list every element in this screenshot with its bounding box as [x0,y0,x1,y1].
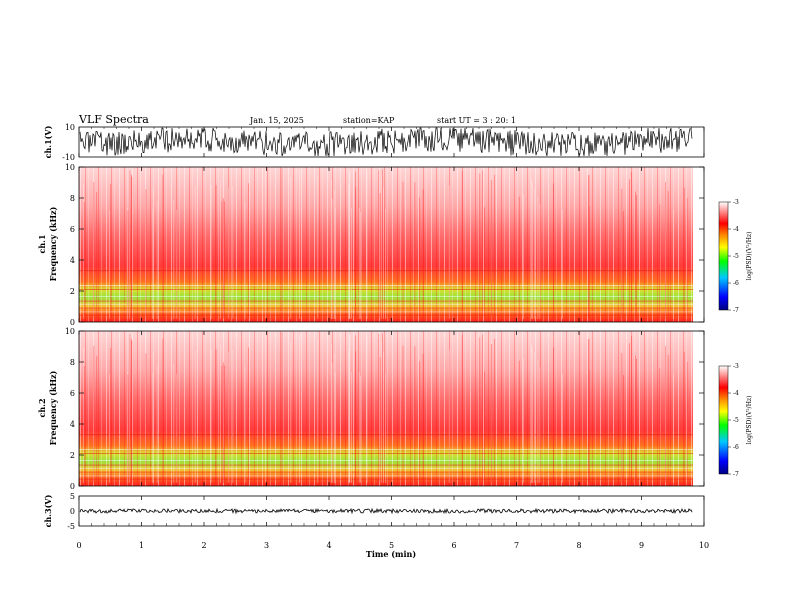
ch1-v-tick-bottom: -10 [62,153,75,162]
figure-title: VLF Spectra [78,113,149,126]
header-start-time: start UT = 3 : 20: 1 [437,116,516,125]
ch1-colorbar-label: log(PSD)(V²/Hz) [746,232,753,281]
ch1-waveform-frame [78,126,705,158]
freq-tick-label-2: 2 [70,287,75,296]
ch2-spectrogram-streaks [79,331,693,486]
ch1-colorbar [718,201,729,311]
freq-tick-label-4: 4 [70,256,75,265]
header-date: Jan. 15, 2025 [249,116,304,125]
x-tick-label-10: 10 [699,541,709,550]
colorbar-tick-label--5: -5 [733,417,739,424]
x-tick-label-1: 1 [139,541,144,550]
panel-ch1-waveform: 10 -10 ch.1(V) [43,123,705,162]
ch2-freq-ticks: 0 2 4 6 8 10 [65,327,704,491]
freq-tick-label-4: 4 [70,420,75,429]
freq-tick-label-8: 8 [70,358,75,367]
x-tick-label-7: 7 [514,541,519,550]
time-axis: 0 1 2 3 4 5 6 7 8 9 10 [76,127,709,550]
ch1-colorbar-ticks: -3 -4 -5 -6 -7 [728,199,739,314]
ch1-v-tick-top: 10 [65,123,75,132]
ch2-spectrogram-lines [79,331,693,483]
freq-tick-label-10: 10 [65,327,75,336]
x-tick-label-3: 3 [264,541,269,550]
colorbar-tick-label--7: -7 [733,307,739,314]
freq-tick-label-10: 10 [65,163,75,172]
ch2-colorbar [718,365,729,475]
x-tick-label-6: 6 [451,541,456,550]
x-tick-label-9: 9 [639,541,644,550]
freq-tick-label-0: 0 [70,482,75,491]
colorbar-tick-label--6: -6 [733,280,739,287]
ch2-colorbar-ticks: -3 -4 -5 -6 -7 [728,363,739,478]
x-tick-label-2: 2 [201,541,206,550]
ch3-v-tick-top: 5 [70,492,75,501]
x-tick-label-5: 5 [389,541,394,550]
time-axis-label: Time (min) [366,549,416,559]
colorbar-tick-label--4: -4 [733,226,739,233]
ch3-waveform-line [79,507,693,515]
header-station: station=KAP [343,116,395,125]
ch1-ylabel-top: ch.1 [37,234,47,253]
freq-tick-label-2: 2 [70,451,75,460]
freq-tick-label-6: 6 [70,389,75,398]
freq-tick-label-6: 6 [70,225,75,234]
colorbar-tick-label--3: -3 [733,363,739,370]
freq-tick-label-8: 8 [70,194,75,203]
x-tick-label-8: 8 [576,541,581,550]
ch2-ylabel-top: ch.2 [37,398,47,417]
ch1-spectrogram-streaks [79,167,693,322]
ch1-ylabel-frequency: Frequency (kHz) [48,206,58,281]
ch3-v-tick-bottom: -5 [67,522,75,531]
ch2-colorbar-label: log(PSD)(V²/Hz) [746,396,753,445]
ch3-v-ylabel: ch.3(V) [43,494,53,527]
colorbar-tick-label--6: -6 [733,444,739,451]
ch1-v-ylabel: ch.1(V) [43,125,53,158]
colorbar-tick-label--3: -3 [733,199,739,206]
panel-ch3-waveform: 5 0 -5 ch.3(V) [43,492,705,531]
ch1-waveform-line [79,127,693,158]
freq-tick-label-0: 0 [70,318,75,327]
colorbar-tick-label--5: -5 [733,253,739,260]
colorbar-tick-label--4: -4 [733,390,739,397]
ch1-spectrogram-lines [79,167,693,319]
ch1-freq-ticks: 0 2 4 6 8 10 [65,163,704,327]
x-tick-label-4: 4 [326,541,331,550]
x-tick-label-0: 0 [76,541,81,550]
ch2-ylabel-frequency: Frequency (kHz) [48,370,58,445]
colorbar-tick-label--7: -7 [733,471,739,478]
ch3-v-tick-mid: 0 [70,507,75,516]
